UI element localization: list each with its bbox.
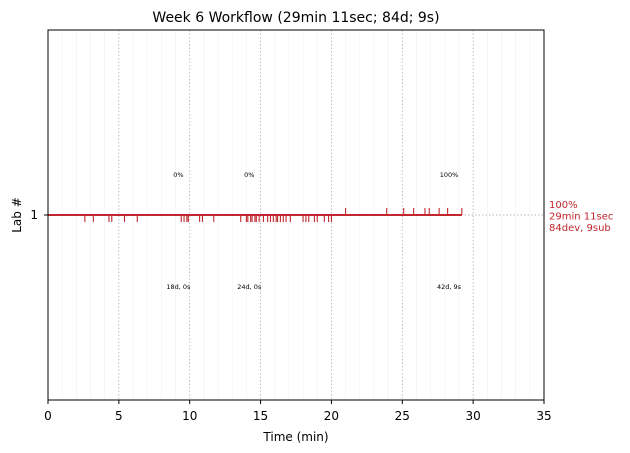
segment-percent-label: 0%	[244, 171, 254, 179]
major-gridlines	[118, 30, 474, 400]
x-tick-label: 30	[466, 409, 481, 423]
segment-percent-label: 0%	[173, 171, 183, 179]
segment-count-label: 18d, 0s	[166, 283, 191, 291]
y-axis-ticks: 1	[30, 208, 48, 222]
x-tick-label: 35	[536, 409, 551, 423]
x-tick-label: 20	[324, 409, 339, 423]
x-tick-label: 5	[115, 409, 123, 423]
y-axis-label: Lab #	[10, 197, 24, 233]
segment-percent-label: 100%	[440, 171, 459, 179]
segment-labels: 0% 18d, 0s 0% 24d, 0s 100% 42d, 9s	[166, 171, 461, 291]
x-tick-label: 25	[395, 409, 410, 423]
summary-line: 29min 11sec	[549, 212, 613, 223]
x-tick-label: 15	[253, 409, 268, 423]
x-axis-ticks: 0 5 10 15 20 25 30 35	[44, 400, 552, 423]
summary-line: 100%	[549, 200, 578, 211]
event-markers	[84, 208, 463, 222]
chart-title: Week 6 Workflow (29min 11sec; 84d; 9s)	[152, 10, 439, 26]
segment-count-label: 42d, 9s	[437, 283, 462, 291]
segment-count-label: 24d, 0s	[237, 283, 262, 291]
x-tick-label: 0	[44, 409, 52, 423]
x-tick-label: 10	[182, 409, 197, 423]
summary-line: 84dev, 9sub	[549, 223, 611, 234]
x-axis-label: Time (min)	[262, 430, 328, 444]
y-tick-label: 1	[30, 208, 38, 222]
